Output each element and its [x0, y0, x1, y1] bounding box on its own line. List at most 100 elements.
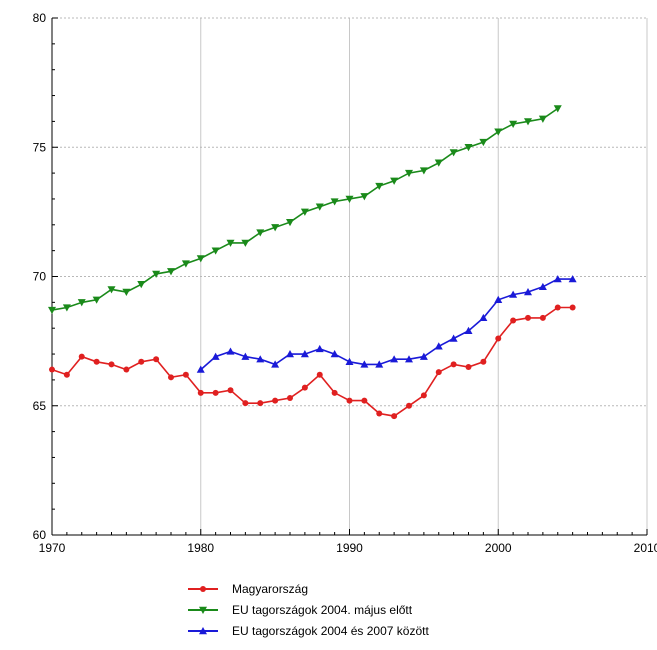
data-point: [434, 159, 443, 167]
data-point: [568, 275, 577, 283]
legend-item-2: EU tagországok 2004. május előtt: [188, 603, 413, 617]
data-point: [316, 371, 323, 378]
legend-marker: [199, 627, 207, 635]
data-point: [360, 360, 369, 368]
data-point: [300, 208, 309, 216]
data-point: [524, 288, 532, 296]
data-point: [182, 371, 189, 378]
data-point: [152, 270, 161, 278]
x-tick-label: 1980: [187, 541, 214, 555]
data-point: [479, 138, 488, 147]
data-point: [241, 352, 250, 360]
data-point: [538, 282, 547, 291]
data-point: [330, 198, 339, 206]
data-point: [390, 177, 399, 185]
data-point: [345, 357, 354, 366]
data-point: [376, 410, 383, 417]
data-point: [272, 397, 279, 404]
data-point: [212, 389, 219, 396]
data-point: [256, 229, 265, 237]
data-point: [227, 387, 234, 394]
series-line: [51, 306, 573, 417]
data-point: [315, 344, 324, 353]
legend: Magyarország EU tagországok 2004. május e…: [188, 582, 429, 638]
y-tick-label: 75: [33, 140, 47, 154]
data-point: [181, 260, 190, 268]
data-point: [257, 400, 264, 407]
data-point: [271, 360, 280, 368]
data-point: [405, 169, 413, 178]
data-point: [331, 389, 338, 396]
data-point: [434, 342, 443, 350]
data-point: [553, 105, 562, 113]
x-tick-label: 1990: [336, 541, 363, 555]
data-point: [167, 268, 175, 276]
data-point: [93, 358, 100, 365]
y-tick-label: 60: [33, 528, 47, 542]
data-point: [256, 355, 265, 363]
data-point: [405, 355, 413, 363]
data-point: [286, 350, 294, 358]
data-point: [495, 335, 502, 342]
data-point: [122, 288, 131, 297]
data-point: [361, 397, 368, 404]
x-tick-label: 1970: [39, 541, 66, 555]
data-point: [435, 369, 442, 376]
data-point: [509, 290, 518, 298]
data-point: [242, 400, 249, 407]
data-point: [510, 317, 517, 324]
data-point: [137, 281, 146, 289]
data-point: [78, 353, 85, 360]
legend-item-3: EU tagországok 2004 és 2007 között: [188, 624, 429, 638]
data-point: [168, 374, 174, 381]
data-point: [211, 247, 220, 255]
data-point: [271, 224, 280, 232]
y-tick-label: 70: [33, 270, 47, 284]
data-point: [390, 355, 399, 363]
data-point: [420, 392, 427, 399]
data-point: [108, 361, 115, 368]
data-point: [197, 389, 204, 396]
data-point: [464, 144, 473, 152]
series-line: [200, 278, 573, 371]
legend-item-1: Magyarország: [188, 582, 308, 596]
data-point: [346, 397, 353, 404]
data-point: [315, 203, 324, 211]
data-point: [196, 365, 205, 373]
data-point: [107, 286, 116, 294]
data-point: [63, 371, 70, 378]
y-tick-label: 80: [33, 11, 47, 25]
legend-marker: [200, 586, 206, 592]
data-point: [419, 352, 428, 360]
data-point: [196, 255, 205, 263]
data-point: [449, 149, 458, 157]
legend-label: EU tagországok 2004 és 2007 között: [232, 624, 429, 638]
data-point: [480, 358, 487, 365]
data-point: [301, 384, 308, 391]
series-1: [49, 304, 576, 420]
data-point: [330, 350, 339, 358]
data-point: [287, 394, 293, 401]
tick-labels: 60 65 70 75 80 1970 1980 1990 2000 2010: [33, 11, 657, 555]
data-point: [92, 296, 101, 304]
data-point: [211, 352, 220, 360]
data-point: [479, 313, 488, 322]
data-point: [286, 219, 294, 227]
data-point: [553, 275, 562, 283]
data-point: [494, 128, 503, 136]
data-point: [569, 304, 576, 311]
x-tick-label: 2010: [634, 541, 657, 555]
data-point: [375, 182, 384, 191]
data-point: [375, 360, 384, 368]
data-point: [538, 115, 547, 123]
legend-marker: [199, 606, 207, 614]
grid: [52, 17, 648, 535]
data-point: [360, 193, 369, 201]
legend-label: EU tagországok 2004. május előtt: [232, 603, 413, 617]
data-point: [345, 195, 354, 203]
data-point: [539, 314, 546, 321]
data-point: [123, 366, 130, 373]
data-point: [509, 120, 518, 128]
data-point: [49, 366, 55, 373]
